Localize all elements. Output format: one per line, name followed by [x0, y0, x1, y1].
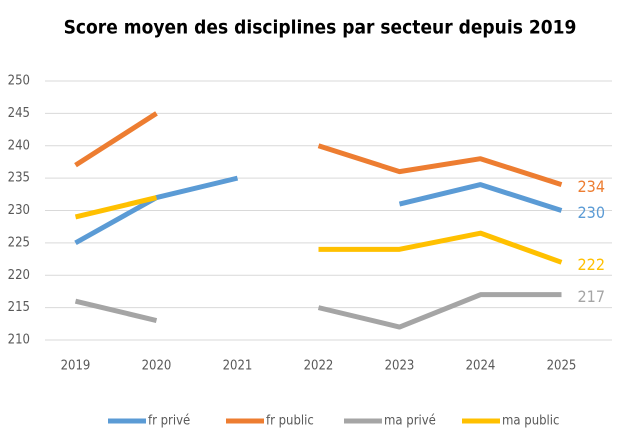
end-label: 217 — [578, 287, 605, 306]
y-tick-label: 250 — [8, 74, 30, 89]
y-tick-label: 225 — [8, 235, 30, 250]
x-tick-label: 2024 — [466, 359, 496, 374]
legend-label: fr public — [266, 414, 314, 429]
end-label: 234 — [578, 177, 605, 196]
legend-label: ma privé — [384, 414, 436, 429]
x-tick-label: 2022 — [304, 359, 334, 374]
series-line — [74, 195, 563, 265]
x-tick-label: 2023 — [385, 359, 415, 374]
y-tick-label: 220 — [8, 268, 30, 283]
series-line — [74, 111, 563, 187]
y-tick-label: 210 — [8, 333, 30, 348]
end-label: 230 — [578, 203, 605, 222]
series-line — [74, 292, 562, 330]
legend-label: ma public — [502, 414, 559, 429]
legend-label: fr privé — [148, 414, 190, 429]
x-tick-label: 2020 — [142, 359, 172, 374]
chart-title: Score moyen des disciplines par secteur … — [64, 17, 577, 39]
y-tick-label: 215 — [8, 300, 30, 315]
y-tick-label: 235 — [8, 171, 30, 186]
x-tick-label: 2021 — [223, 359, 253, 374]
y-tick-label: 230 — [8, 203, 30, 218]
y-tick-label: 245 — [8, 106, 30, 121]
x-tick-label: 2025 — [547, 359, 577, 374]
end-label: 222 — [578, 255, 605, 274]
x-tick-label: 2019 — [61, 359, 91, 374]
y-tick-label: 240 — [8, 138, 30, 153]
